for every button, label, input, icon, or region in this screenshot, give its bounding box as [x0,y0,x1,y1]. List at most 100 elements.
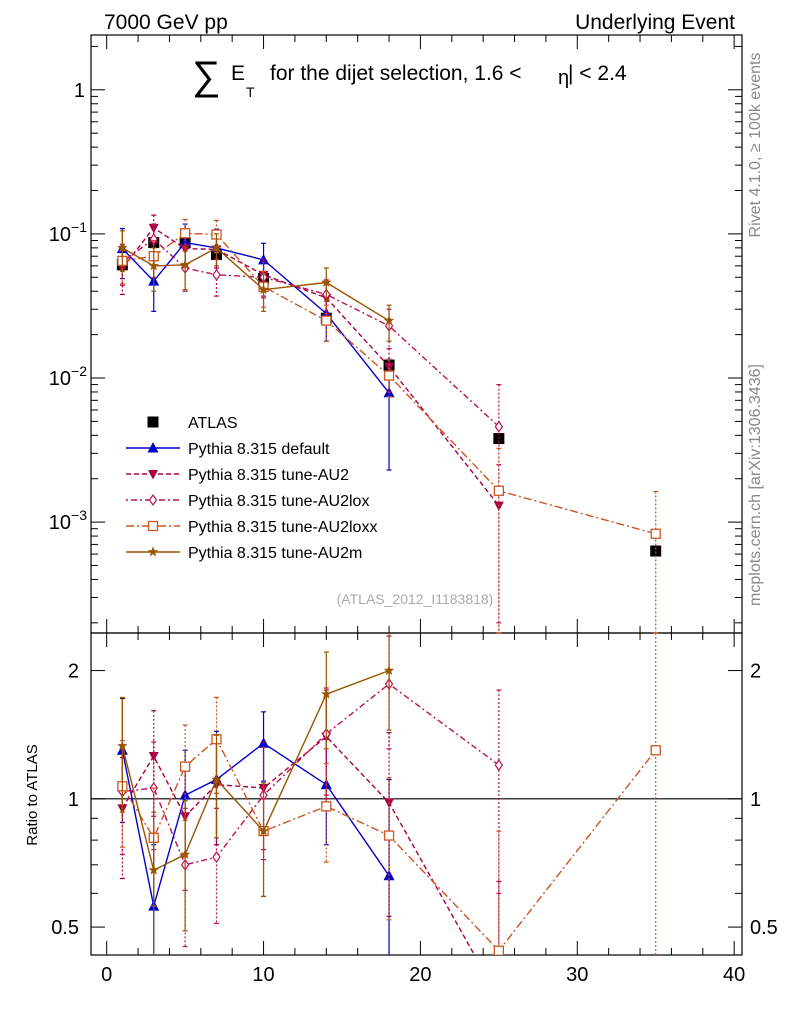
ratio-point [211,774,222,784]
legend-label: Pythia 8.315 tune-AU2loxx [188,519,377,536]
ratio-point [258,825,269,836]
rivet-label: Rivet 4.1.0, ≥ 100k events [747,53,764,238]
data-point [493,485,505,496]
title-eta: η [558,67,569,89]
ratio-ylabel: Ratio to ATLAS [24,744,41,845]
ratio-series-body [118,635,504,948]
series-line [121,238,500,428]
ratio-point [212,851,221,864]
ratio-xtick-label: 20 [409,964,431,986]
ratio-ytick-label-right: 0.5 [750,917,778,939]
ratio-xtick-label: 40 [723,964,745,986]
ratio-frame [90,632,743,956]
ratio-point [148,752,159,762]
ratio-ytick-label-right: 1 [750,789,761,811]
ratio-point [117,740,128,751]
ratio-ytick-label: 0.5 [51,917,79,939]
main-ytick-label: 1 [74,80,85,102]
legend-entry: Pythia 8.315 tune-AU2lox [126,493,369,510]
title-text: for the dijet selection, 1.6 < [270,62,522,85]
data-point [179,259,191,270]
title-t: T [246,84,255,100]
data-point [211,242,222,253]
plot-title: ∑ E T for the dijet selection, 1.6 < η |… [192,54,627,100]
data-point [149,233,158,246]
data-point [258,284,269,295]
series-2 [117,214,504,634]
ratio-series-body [117,689,504,1004]
legend-entry: Pythia 8.315 tune-AU2m [126,545,362,562]
legend-marker [148,493,158,507]
main-ytick-label: 10−2 [49,363,87,390]
data-point [383,315,395,326]
legend-label: Pythia 8.315 tune-AU2 [188,467,349,484]
series-line [121,226,500,507]
legend-marker [147,442,159,453]
ratio-series-body [116,697,395,955]
data-point [650,545,662,557]
ratio-ytick-label-right: 2 [750,661,761,683]
ratio-line [121,742,390,907]
ratio-point [179,761,191,772]
main-ytick-label: 10−1 [49,219,87,246]
legend-entry: ATLAS [147,415,238,432]
data-point [117,242,128,253]
ratio-ytick-label: 2 [68,661,79,683]
legend-label: Pythia 8.315 tune-AU2lox [188,493,369,510]
main-series [116,214,662,634]
legend-entry: Pythia 8.315 default [126,441,330,458]
ratio-xtick-label: 10 [252,964,274,986]
data-point [179,236,191,248]
ratio-point [179,849,191,859]
legend-label: ATLAS [188,415,238,432]
ratio-point [321,801,332,812]
ratio-point [494,759,504,772]
ratio-point [383,830,395,841]
ratio-point [321,688,332,699]
data-point [384,362,395,373]
ratio-axes: 0.5 0.51 12 20 10 20 30 40 [51,633,778,986]
title-end: | < 2.4 [568,62,627,85]
main-ytick-label: 10−3 [49,507,87,534]
ratio-point [493,945,505,955]
series-5 [117,230,395,342]
legend-marker [147,546,159,557]
data-point [321,315,332,326]
ratio-point [148,864,159,875]
mcplots-label: mcplots.cern.ch [arXiv:1306.3436] [747,364,764,606]
data-point [650,528,661,539]
data-point [212,268,221,281]
title-e: E [231,62,245,85]
analysis-watermark: (ATLAS_2012_I1183818) [337,591,494,607]
main-axes: 1 10−1 10−2 10−3 [49,35,742,633]
legend-marker [147,520,159,532]
title-sum-symbol: ∑ [192,54,221,98]
ratio-point [494,994,504,1004]
data-point [383,370,395,381]
ratio-xtick-label: 0 [101,964,112,986]
ratio-series-2 [118,635,504,948]
legend: ATLAS Pythia 8.315 default Pythia 8.315 tu… [126,415,377,562]
ratio-series-0 [116,697,395,955]
ratio-point [650,745,661,756]
header-left: 7000 GeV pp [104,11,228,34]
data-point [494,420,504,433]
ratio-series-4 [117,633,395,955]
main-frame [90,34,743,634]
data-point [321,277,332,287]
series-line [122,247,390,322]
ratio-series [116,633,661,1004]
ratio-series-body [117,633,395,955]
ratio-point [383,665,395,675]
ratio-line [121,735,476,955]
data-point [179,228,191,239]
legend-entry: Pythia 8.315 tune-AU2 [126,467,349,484]
ratio-line [121,669,390,872]
legend-marker [148,470,158,480]
ratio-ytick-label: 1 [68,789,79,811]
legend-label: Pythia 8.315 default [188,441,330,458]
data-point [148,260,159,271]
ratio-series-1 [117,689,504,1004]
header-right: Underlying Event [575,11,735,34]
